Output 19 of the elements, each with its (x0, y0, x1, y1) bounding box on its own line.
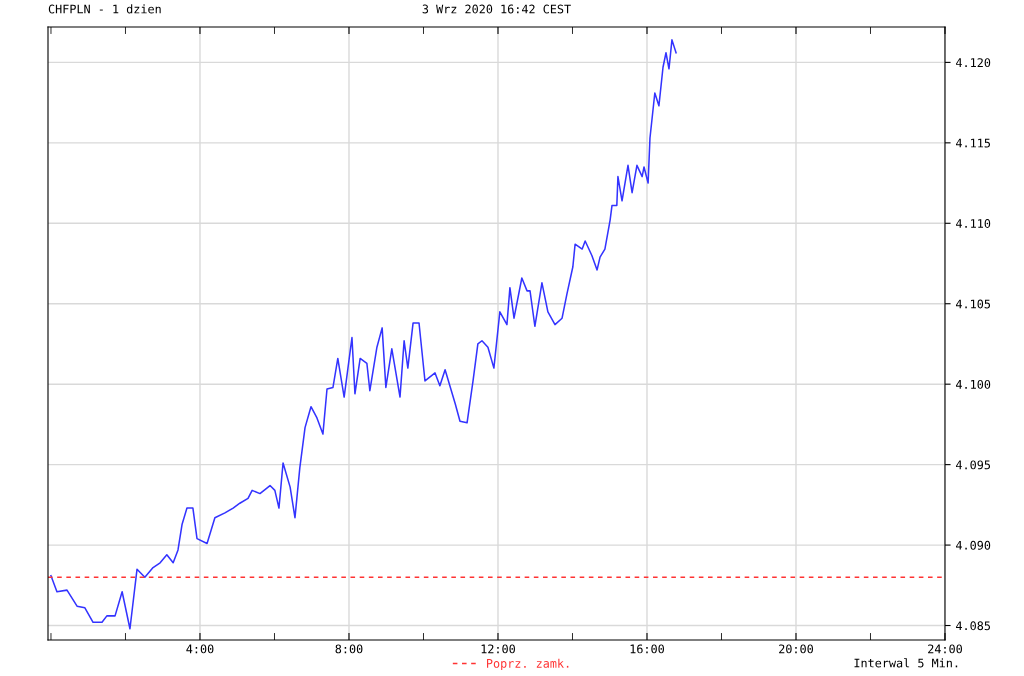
x-tick-label: 12:00 (481, 644, 515, 654)
x-tick-label: 20:00 (779, 644, 813, 654)
y-tick-label: 4.110 (956, 219, 991, 228)
x-tick-label: 4:00 (186, 644, 214, 654)
chart-subtitle: 3 Wrz 2020 16:42 CEST (422, 4, 571, 14)
y-tick-label: 4.100 (956, 379, 991, 389)
y-tick-label: 4.090 (956, 540, 991, 550)
y-tick-label: 4.085 (956, 621, 991, 631)
y-tick-label: 4.095 (956, 460, 991, 470)
legend-label: Poprz. zamk. (487, 658, 569, 671)
line-series (50, 39, 677, 630)
x-tick-label: 8:00 (335, 644, 363, 654)
text: Interwal 5 Min. (854, 658, 958, 668)
y-tick-label: 4.120 (956, 58, 991, 68)
y-tick-label: 4.105 (956, 299, 991, 309)
y-tick-label: 4.115 (956, 138, 991, 148)
chart-title: CHFPLN - 1 dzien (48, 4, 161, 14)
x-tick-label: 16:00 (630, 644, 664, 654)
x-tick-label: 24:00 (928, 644, 962, 654)
